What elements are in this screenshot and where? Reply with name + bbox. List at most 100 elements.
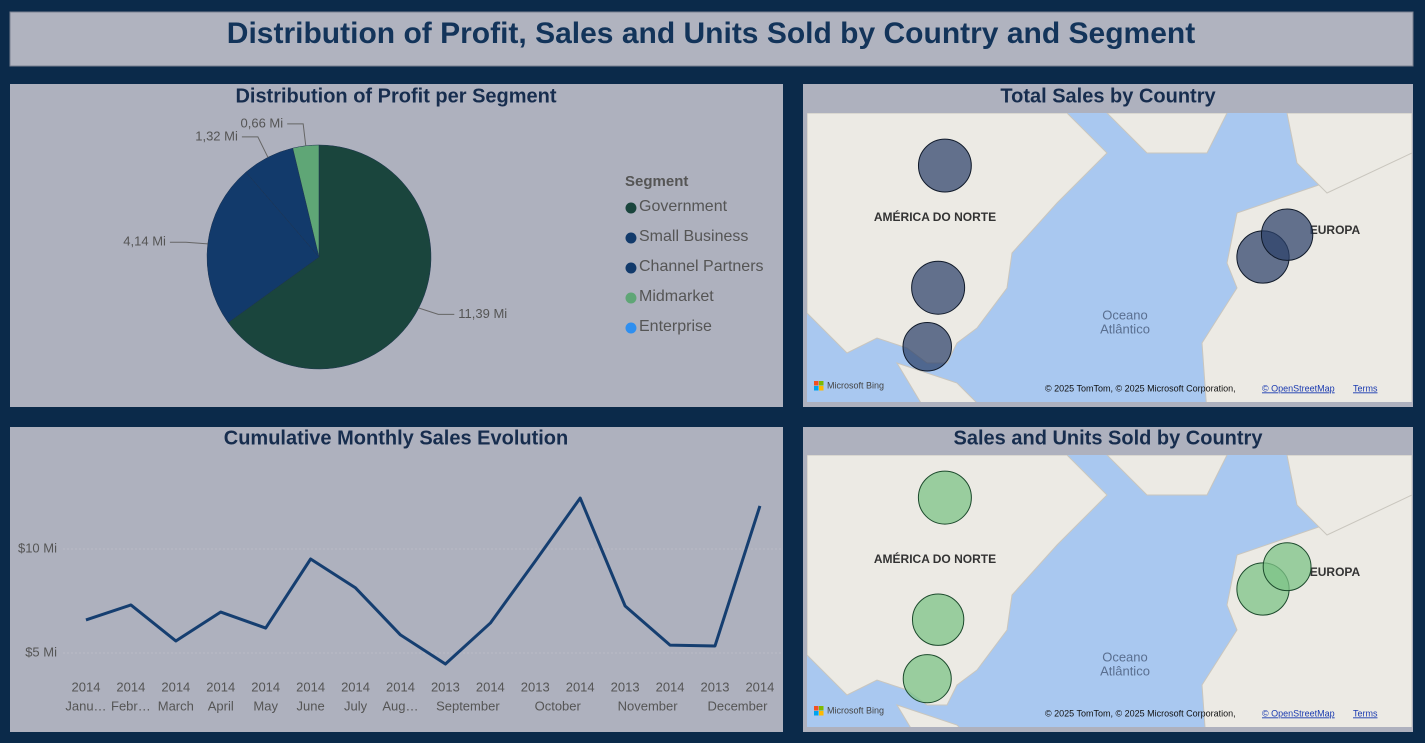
bing-logo <box>819 711 824 716</box>
map-label: AMÉRICA DO NORTE <box>874 209 996 224</box>
map-land <box>1286 113 1412 194</box>
map-label: Atlântico <box>1100 663 1150 678</box>
header-box <box>9 11 1414 67</box>
x-tick-label: September <box>436 698 500 713</box>
map-label: EUROPA <box>1310 223 1361 237</box>
legend-label: Small Business <box>639 228 748 245</box>
data-label: 11,39 Mi <box>458 306 507 321</box>
legend-title: Segment <box>625 173 688 190</box>
map-land <box>1286 455 1412 536</box>
provider: Microsoft Bing <box>827 705 884 715</box>
leader-line <box>241 136 269 158</box>
map-land <box>1106 455 1228 496</box>
leader-line <box>169 241 208 245</box>
x-tick-label: March <box>158 698 194 713</box>
map-label: EUROPA <box>1310 565 1361 579</box>
x-tick-label: 2013 <box>521 679 550 694</box>
map-land <box>895 362 977 402</box>
x-tick-label: November <box>618 698 679 713</box>
x-tick-label: July <box>344 698 368 713</box>
terms-link: Terms <box>1353 383 1378 393</box>
osm-link: © OpenStreetMap <box>1262 383 1335 393</box>
x-tick-label: December <box>707 698 768 713</box>
x-tick-label: 2013 <box>611 679 640 694</box>
x-tick-label: 2014 <box>116 679 145 694</box>
chart-title: Sales and Units Sold by Country <box>954 427 1264 449</box>
legend-swatch <box>625 202 637 214</box>
x-tick-label: April <box>208 698 234 713</box>
bubble <box>911 260 966 315</box>
terms-link: Terms <box>1353 708 1378 718</box>
y-tick-label: $5 Mi <box>25 644 57 659</box>
leader-line <box>287 123 307 146</box>
x-tick-label: 2014 <box>656 679 685 694</box>
attribution: © 2025 TomTom, © 2025 Microsoft Corporat… <box>1045 383 1236 393</box>
legend-swatch <box>625 292 637 304</box>
bubble <box>917 138 972 193</box>
legend-label: Government <box>639 198 728 215</box>
bing-logo <box>814 381 819 386</box>
data-label: 1,32 Mi <box>195 128 238 143</box>
legend-swatch <box>625 322 637 334</box>
x-tick-label: 2014 <box>566 679 595 694</box>
bubble <box>902 654 952 704</box>
bing-logo <box>819 381 824 386</box>
line-series <box>85 496 762 666</box>
legend-swatch <box>625 232 637 244</box>
bubble <box>1262 542 1312 592</box>
attribution: © 2025 TomTom, © 2025 Microsoft Corporat… <box>1045 708 1236 718</box>
bing-logo <box>814 711 819 716</box>
legend-swatch <box>625 262 637 274</box>
bing-logo <box>819 386 824 391</box>
provider: Microsoft Bing <box>827 380 884 390</box>
legend-label: Enterprise <box>639 318 712 335</box>
map-land <box>1201 494 1412 727</box>
x-tick-label: 2013 <box>431 679 460 694</box>
x-tick-label: 2014 <box>386 679 415 694</box>
data-label: 0,66 Mi <box>241 115 284 130</box>
x-tick-label: October <box>535 698 582 713</box>
x-tick-label: Aug… <box>382 698 418 713</box>
chart-title: Cumulative Monthly Sales Evolution <box>224 427 569 449</box>
panel <box>10 427 783 732</box>
map-label: Oceano <box>1102 649 1148 664</box>
x-tick-label: Janu… <box>65 698 106 713</box>
chart-title: Total Sales by Country <box>1000 85 1216 107</box>
data-label: 4,14 Mi <box>123 234 166 249</box>
bubble <box>902 321 952 372</box>
x-tick-label: 2014 <box>72 679 101 694</box>
map-label: Oceano <box>1102 307 1148 322</box>
bing-logo <box>814 706 819 711</box>
bubble <box>1260 208 1314 261</box>
bing-logo <box>819 706 824 711</box>
bubble <box>911 593 965 646</box>
map-land <box>807 455 1108 706</box>
map-land <box>895 704 960 727</box>
x-tick-label: 2014 <box>296 679 325 694</box>
bubble <box>917 470 972 525</box>
map-land <box>1106 113 1228 154</box>
pie-slice <box>206 171 320 323</box>
page-title: Distribution of Profit, Sales and Units … <box>227 17 1195 50</box>
x-tick-label: 2014 <box>251 679 280 694</box>
osm-link: © OpenStreetMap <box>1262 708 1335 718</box>
x-tick-label: 2014 <box>476 679 505 694</box>
map-land <box>1201 152 1412 402</box>
leader-line <box>418 307 455 315</box>
legend-label: Midmarket <box>639 288 714 305</box>
bing-logo <box>814 386 819 391</box>
x-tick-label: Febr… <box>111 698 151 713</box>
x-tick-label: 2014 <box>161 679 190 694</box>
x-tick-label: 2014 <box>745 679 774 694</box>
y-tick-label: $10 Mi <box>18 540 57 555</box>
map-label: AMÉRICA DO NORTE <box>874 551 996 566</box>
x-tick-label: 2013 <box>701 679 730 694</box>
legend-label: Channel Partners <box>639 258 764 275</box>
x-tick-label: 2014 <box>206 679 235 694</box>
map-label: Atlântico <box>1100 321 1150 336</box>
map-land <box>807 113 1108 364</box>
x-tick-label: May <box>253 698 278 713</box>
